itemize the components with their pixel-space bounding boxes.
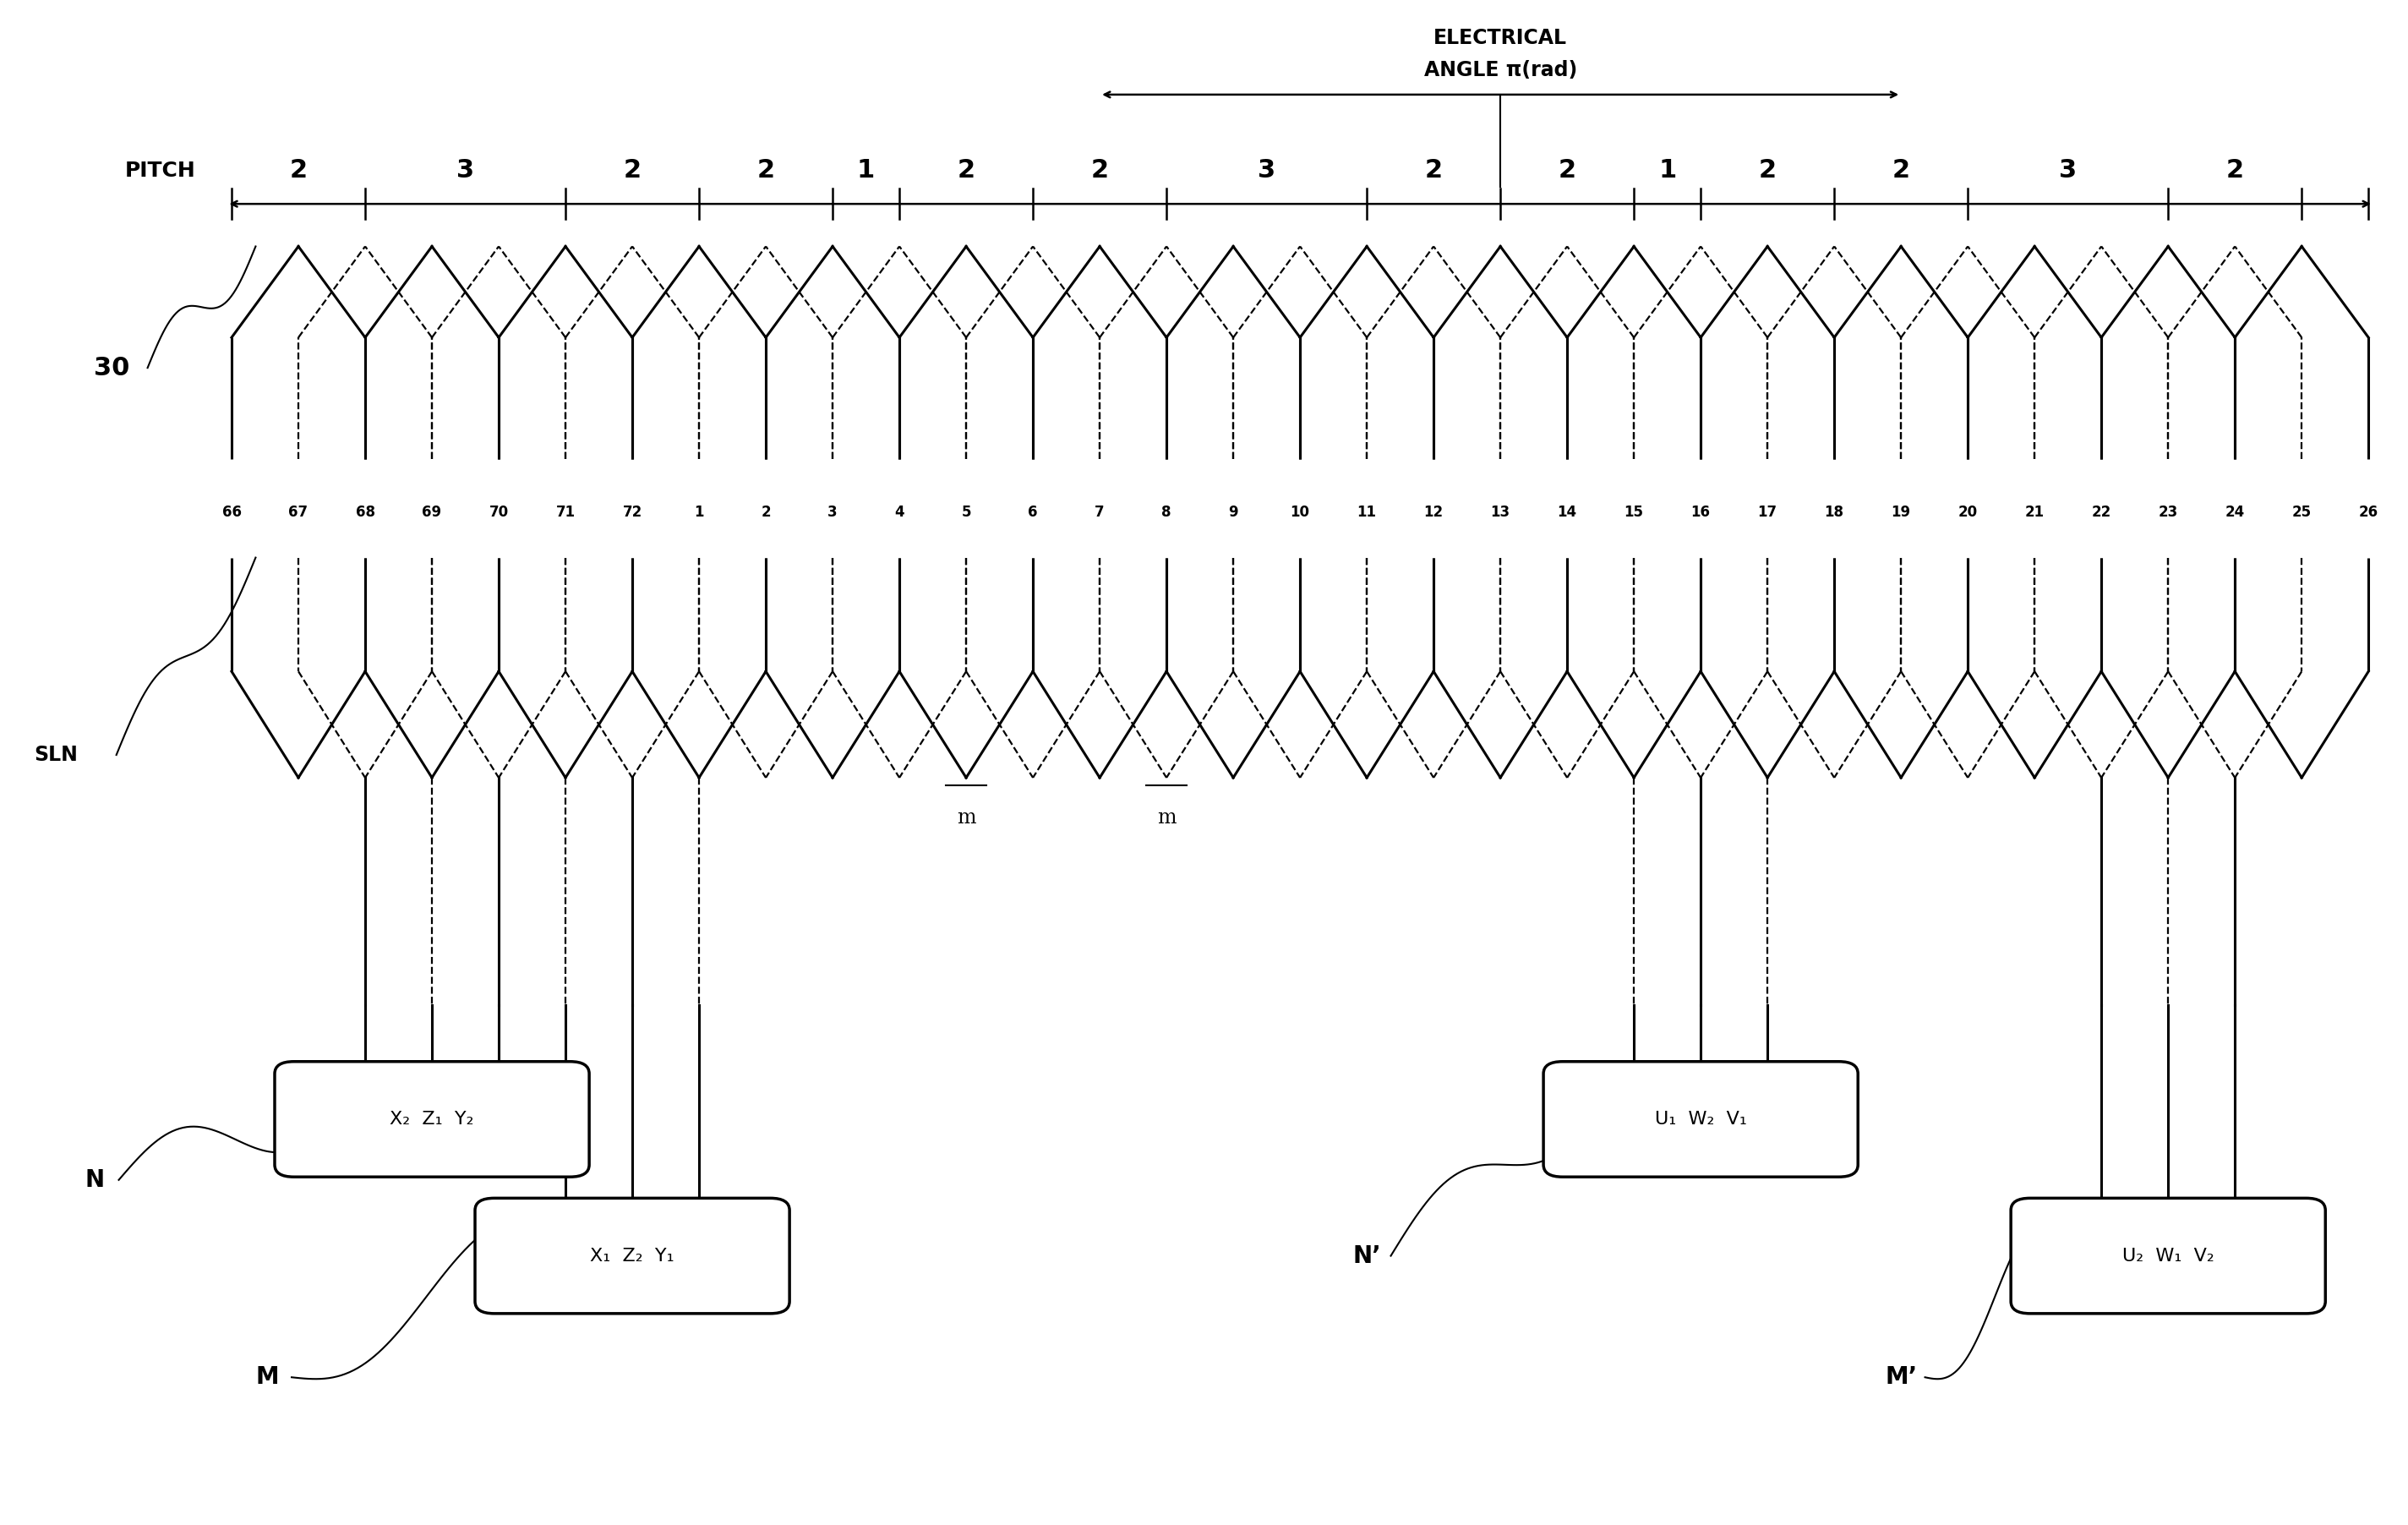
Text: 2: 2 (624, 159, 641, 183)
Text: U₁  W₂  V₁: U₁ W₂ V₁ (1654, 1110, 1746, 1127)
Text: X₂  Z₁  Y₂: X₂ Z₁ Y₂ (390, 1110, 474, 1127)
Text: 16: 16 (1690, 505, 1710, 520)
Text: M’: M’ (1885, 1365, 1917, 1389)
Text: 2: 2 (958, 159, 975, 183)
Text: 5: 5 (961, 505, 970, 520)
Text: 67: 67 (289, 505, 308, 520)
Text: 2: 2 (2225, 159, 2244, 183)
Text: 4: 4 (893, 505, 905, 520)
Text: N’: N’ (1353, 1244, 1382, 1267)
Text: 23: 23 (2158, 505, 2177, 520)
FancyBboxPatch shape (1544, 1061, 1859, 1177)
Text: 25: 25 (2292, 505, 2312, 520)
Text: N: N (84, 1168, 104, 1191)
Text: 15: 15 (1625, 505, 1645, 520)
FancyBboxPatch shape (275, 1061, 590, 1177)
Text: 14: 14 (1558, 505, 1577, 520)
Text: 3: 3 (2059, 159, 2076, 183)
Text: 12: 12 (1423, 505, 1442, 520)
Text: SLN: SLN (34, 744, 79, 766)
Text: 3: 3 (828, 505, 838, 520)
Text: ELECTRICAL: ELECTRICAL (1433, 29, 1568, 49)
Text: m: m (956, 808, 975, 828)
Text: 21: 21 (2025, 505, 2044, 520)
Text: 72: 72 (621, 505, 643, 520)
Text: 2: 2 (1426, 159, 1442, 183)
Text: 22: 22 (2093, 505, 2112, 520)
Text: 10: 10 (1291, 505, 1310, 520)
Text: 2: 2 (756, 159, 775, 183)
Text: PITCH: PITCH (125, 160, 195, 180)
Text: 7: 7 (1096, 505, 1105, 520)
FancyBboxPatch shape (474, 1199, 790, 1313)
Text: 2: 2 (1758, 159, 1777, 183)
Text: 8: 8 (1161, 505, 1170, 520)
Text: 30: 30 (94, 355, 130, 380)
Text: m: m (1156, 808, 1175, 828)
Text: 9: 9 (1228, 505, 1238, 520)
FancyBboxPatch shape (2011, 1199, 2326, 1313)
Text: 1: 1 (694, 505, 703, 520)
Text: 11: 11 (1358, 505, 1377, 520)
Text: 24: 24 (2225, 505, 2244, 520)
Text: 17: 17 (1758, 505, 1777, 520)
Text: 18: 18 (1825, 505, 1845, 520)
Text: ANGLE π(rad): ANGLE π(rad) (1423, 59, 1577, 81)
Text: U₂  W₁  V₂: U₂ W₁ V₂ (2121, 1247, 2213, 1264)
Text: 70: 70 (489, 505, 508, 520)
Text: 71: 71 (556, 505, 576, 520)
Text: 26: 26 (2360, 505, 2379, 520)
Text: M: M (255, 1365, 279, 1389)
Text: 68: 68 (356, 505, 376, 520)
Text: 69: 69 (421, 505, 441, 520)
Text: 13: 13 (1491, 505, 1510, 520)
Text: 2: 2 (1893, 159, 1910, 183)
Text: 3: 3 (458, 159, 474, 183)
Text: 1: 1 (857, 159, 874, 183)
Text: 66: 66 (222, 505, 241, 520)
Text: 3: 3 (1257, 159, 1276, 183)
Text: X₁  Z₂  Y₁: X₁ Z₂ Y₁ (590, 1247, 674, 1264)
Text: 2: 2 (1558, 159, 1577, 183)
Text: 20: 20 (1958, 505, 1977, 520)
Text: 2: 2 (1091, 159, 1108, 183)
Text: 2: 2 (761, 505, 771, 520)
Text: 2: 2 (289, 159, 308, 183)
Text: 19: 19 (1890, 505, 1912, 520)
Text: 6: 6 (1028, 505, 1038, 520)
Text: 1: 1 (1659, 159, 1676, 183)
